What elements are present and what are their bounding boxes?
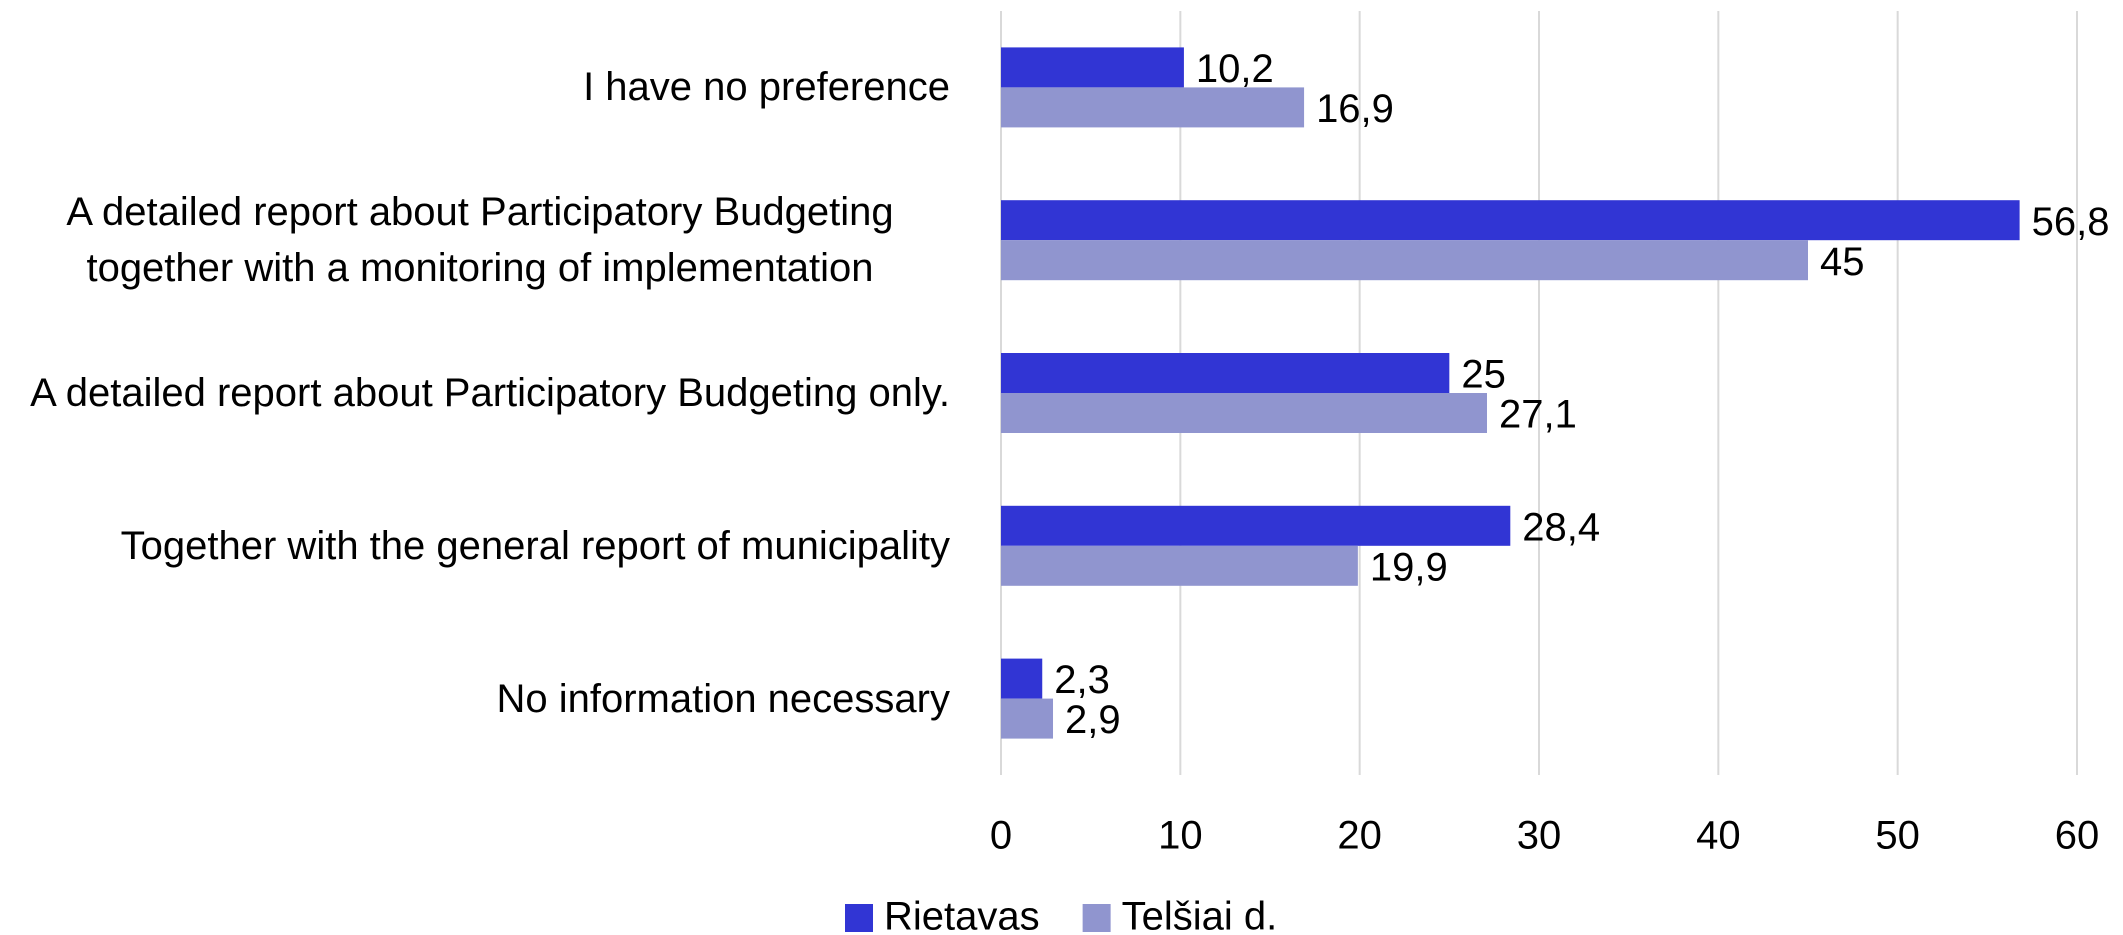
category-label: A detailed report about Participatory Bu… [10,365,950,421]
category-text: A detailed report about Participatory Bu… [66,190,894,291]
legend-label: Rietavas [884,895,1040,935]
category-label: No information necessary [10,671,950,727]
bar [1001,658,1043,699]
data-label: 28,4 [1522,505,1600,549]
data-label: 56,8 [2032,200,2110,244]
x-tick-label: 0 [990,814,1012,858]
category-text: I have no preference [583,65,950,110]
data-label: 16,9 [1316,87,1394,131]
legend-label: Telšiai d. [1122,895,1278,935]
bar [1001,698,1054,739]
data-label: 10,2 [1196,47,1274,91]
bar [1001,200,2020,241]
x-tick-label: 30 [1517,814,1562,858]
data-label: 27,1 [1499,393,1577,437]
category-text: No information necessary [496,676,950,721]
data-label: 2,3 [1054,658,1110,702]
category-label: I have no preference [10,59,950,115]
bar [1001,545,1358,586]
data-label: 25 [1461,353,1506,397]
bar [1001,240,1808,281]
category-text: Together with the general report of muni… [120,523,950,568]
data-label: 2,9 [1065,698,1121,742]
x-tick-label: 20 [1337,814,1382,858]
bar [1001,505,1511,546]
category-label: Together with the general report of muni… [10,518,950,574]
bar [1001,87,1305,128]
bar [1001,353,1450,393]
x-tick-label: 40 [1696,814,1741,858]
category-label: A detailed report about Participatory Bu… [10,184,950,296]
bar [1001,47,1184,88]
x-tick-label: 60 [2055,814,2100,858]
data-label: 45 [1820,240,1865,284]
x-tick-label: 50 [1875,814,1920,858]
legend-swatch [1082,904,1111,932]
x-tick-label: 10 [1158,814,1203,858]
bar [1001,393,1487,433]
legend-swatch [845,904,873,932]
category-text: A detailed report about Participatory Bu… [30,371,950,415]
data-label: 19,9 [1370,545,1448,589]
